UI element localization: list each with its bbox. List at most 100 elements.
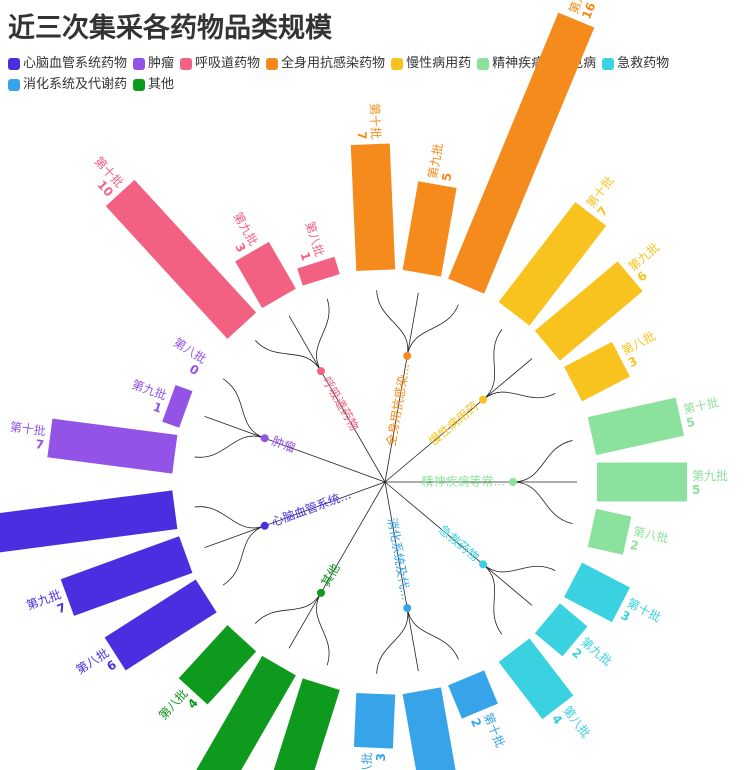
root-link [264, 437, 386, 483]
bar [534, 261, 643, 361]
bar-全身用抗感染药物-第十批 [350, 143, 396, 272]
bar [259, 678, 340, 770]
bar-label: 第八批4 [549, 703, 594, 749]
legend-item[interactable]: 全身用抗感染药物 [266, 55, 385, 73]
bar-急救药物-第十批 [564, 562, 630, 623]
bar-label: 第九批3 [219, 209, 262, 255]
bar-label: 第十批2 [468, 710, 508, 754]
category-node [260, 521, 269, 530]
bar [448, 670, 498, 719]
bar-全身用抗感染药物-第八批 [448, 12, 595, 294]
bar [235, 241, 296, 309]
bar-消化系统及代谢药-第十批 [448, 670, 498, 719]
root-link [384, 355, 408, 483]
legend-label: 呼吸道药物 [195, 56, 261, 71]
bar-呼吸道药物-第九批 [235, 241, 296, 309]
bar-layer [0, 12, 687, 770]
legend-item[interactable]: 肿瘤 [133, 55, 174, 73]
bar-label: 第九批2 [569, 634, 615, 679]
bar [60, 536, 193, 616]
legend-swatch [8, 58, 20, 70]
branch-link [482, 563, 556, 573]
bar [587, 508, 632, 555]
bar [162, 385, 193, 428]
bar [297, 256, 340, 286]
branch-link [376, 607, 409, 674]
branch-link [482, 563, 503, 635]
legend-item[interactable]: 呼吸道药物 [180, 55, 260, 73]
branch-link [406, 607, 459, 660]
bar [564, 341, 630, 402]
legend-item[interactable]: 其他 [133, 76, 174, 94]
bar-label-name: 第十批 [682, 394, 720, 416]
legend-item[interactable]: 消化系统及代谢药 [8, 76, 127, 94]
bar-label-value: 0 [187, 362, 202, 378]
bar-全身用抗感染药物-第九批 [402, 181, 457, 277]
legend-swatch [477, 58, 490, 70]
bar-其他-第八批 [178, 625, 257, 705]
link-layer [194, 290, 577, 674]
label-layer: 第八批6第九批7第十批13心脑血管系统...第十批7第九批1第八批0肿瘤第十批1… [7, 0, 728, 770]
bar [534, 603, 588, 657]
bar-label-name: 第八批 [155, 686, 190, 723]
legend-swatch [266, 58, 279, 70]
bar-label: 第十批3 [618, 595, 663, 637]
legend-label: 消化系统及代谢药 [23, 77, 128, 92]
legend-item[interactable]: 慢性病用药 [391, 55, 471, 73]
bar [178, 625, 257, 705]
category-node [260, 434, 269, 443]
legend-item[interactable]: 急救药物 [602, 55, 669, 73]
branch-link [204, 525, 265, 549]
bar [0, 490, 178, 560]
legend-label: 慢性病用药 [406, 56, 472, 71]
bar-label-value: 5 [692, 483, 700, 497]
root-link [384, 399, 484, 483]
bar-label-value: 7 [595, 204, 611, 219]
root-link [264, 481, 386, 527]
branch-link [288, 315, 322, 372]
bar-label: 第八批6 [73, 645, 119, 689]
bar-心脑血管系统药物-第十批 [0, 490, 178, 560]
category-node [403, 604, 412, 613]
bar-label-name: 第十批 [9, 419, 47, 439]
bar [587, 397, 685, 456]
bar-label-name: 第八批 [358, 752, 375, 770]
bar-label-value: 16 [579, 0, 598, 21]
legend-label: 心脑血管系统药物 [23, 56, 128, 71]
bar-label-name: 第十批 [367, 103, 384, 140]
legend-swatch [391, 58, 404, 70]
branch-link [482, 329, 503, 401]
bar-label: 第十批7 [353, 103, 383, 140]
bar-label-value: 1 [298, 250, 314, 262]
branch-link [316, 298, 330, 372]
bar-慢性病用药-第十批 [498, 201, 607, 326]
branch-link [512, 440, 573, 483]
bar-心脑血管系统药物-第八批 [104, 579, 217, 671]
bar [498, 638, 574, 720]
bar-急救药物-第九批 [534, 603, 588, 657]
bar-label: 第八批1 [289, 219, 327, 262]
branch-link [288, 592, 322, 649]
legend-label: 肿瘤 [148, 56, 175, 71]
bar-label-value: 3 [626, 354, 640, 370]
bar-label: 第十批7 [583, 173, 628, 219]
bar-label-name: 第八批 [560, 703, 594, 741]
branch-link [512, 481, 573, 524]
legend-label: 急救药物 [617, 56, 670, 71]
branch-link [204, 415, 265, 439]
bar-label-value: 4 [549, 712, 565, 727]
root-link [320, 481, 386, 594]
bar-label: 第十批7 [7, 419, 46, 452]
bar-其他-第九批 [190, 655, 296, 770]
bar-label: 第八批0 [164, 334, 210, 378]
category-node [479, 560, 488, 569]
branch-link [254, 340, 322, 372]
bar-label: 第八批3 [619, 328, 664, 370]
legend-item[interactable]: 心脑血管系统药物 [8, 55, 127, 73]
branch-link [482, 391, 556, 401]
category-label: 精神疾病等常... [422, 474, 505, 489]
bar-label-name: 第十批 [481, 710, 509, 749]
branch-link [254, 592, 322, 624]
bar-心脑血管系统药物-第九批 [60, 536, 193, 616]
